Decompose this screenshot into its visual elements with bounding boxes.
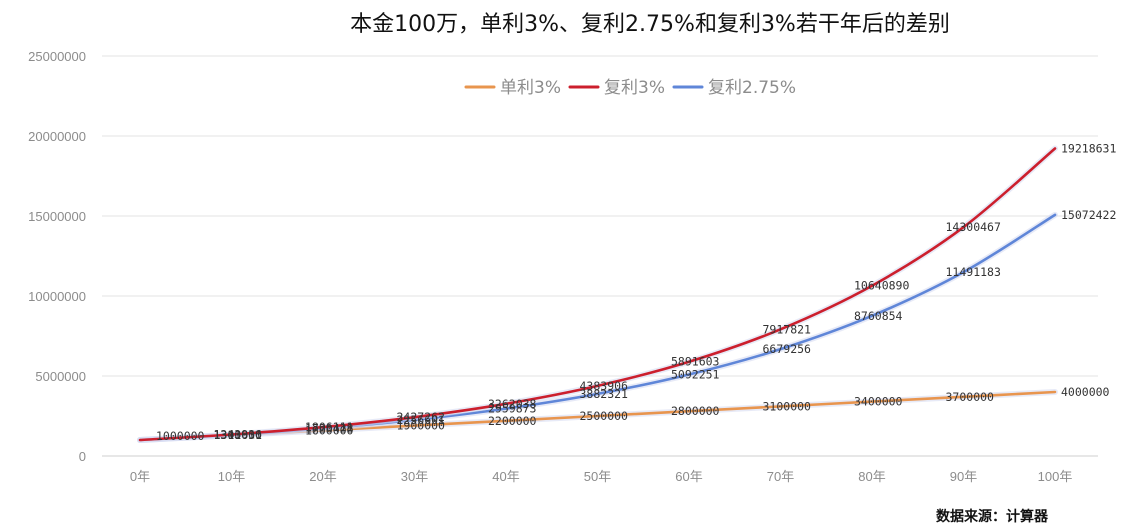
y-tick-label: 5000000 xyxy=(35,369,86,384)
data-label: 11491183 xyxy=(946,265,1001,279)
x-tick-label: 10年 xyxy=(218,469,245,484)
chart-title: 本金100万，单利3%、复利2.75%和复利3%若干年后的差别 xyxy=(350,12,950,37)
series-line-compound-3pct xyxy=(138,147,1057,442)
legend-label: 复利2.75% xyxy=(708,78,796,98)
legend-label: 单利3% xyxy=(500,78,561,98)
axes: 0500000010000000150000002000000025000000… xyxy=(28,49,1098,484)
data-label: 7917821 xyxy=(763,322,812,336)
data-label: 1311651 xyxy=(214,428,263,442)
data-label: 2256601 xyxy=(397,413,446,427)
gridlines xyxy=(102,55,1098,377)
data-label: 5092251 xyxy=(671,368,720,382)
data-label: 3882321 xyxy=(580,387,629,401)
y-tick-label: 25000000 xyxy=(28,49,86,64)
source-note: 数据来源：计算器 xyxy=(936,508,1049,525)
data-label: 19218631 xyxy=(1061,142,1116,156)
series-line-compound-2-75pct-shadow xyxy=(137,211,1058,443)
legend-item-compound-2-75pct: 复利2.75% xyxy=(672,78,796,98)
y-tick-label: 20000000 xyxy=(28,129,86,144)
y-tick-label: 0 xyxy=(79,449,86,464)
data-label: 10640890 xyxy=(854,279,909,293)
x-tick-label: 40年 xyxy=(492,469,519,484)
x-tick-label: 100年 xyxy=(1038,469,1073,484)
data-label: 3400000 xyxy=(854,395,903,409)
data-label: 1300000 xyxy=(214,428,263,442)
data-label: 1600000 xyxy=(305,423,354,437)
data-label: 2959873 xyxy=(488,402,537,416)
data-label: 4383906 xyxy=(580,379,629,393)
legend-item-compound-3pct: 复利3% xyxy=(568,78,665,98)
series-line-compound-2-75pct xyxy=(138,213,1057,442)
data-label: 3100000 xyxy=(763,399,812,413)
y-tick-label: 10000000 xyxy=(28,289,86,304)
data-label: 2800000 xyxy=(671,404,720,418)
data-label: 1900000 xyxy=(397,419,446,433)
legend-label: 复利3% xyxy=(604,78,665,98)
data-label: 2427262 xyxy=(397,410,445,424)
data-label: 1000000 xyxy=(156,429,205,443)
x-tick-label: 50年 xyxy=(584,469,611,484)
x-tick-label: 90年 xyxy=(950,469,977,484)
x-tick-label: 20年 xyxy=(309,469,336,484)
data-label: 5891603 xyxy=(671,355,720,369)
data-label: 8760854 xyxy=(854,309,903,323)
y-tick-label: 15000000 xyxy=(28,209,86,224)
data-label: 3700000 xyxy=(946,390,995,404)
data-label: 15072422 xyxy=(1061,208,1116,222)
data-label: 6679256 xyxy=(763,342,812,356)
data-label: 2500000 xyxy=(580,409,629,423)
data-label: 4000000 xyxy=(1061,385,1110,399)
x-tick-label: 30年 xyxy=(401,469,428,484)
data-label: 1720428 xyxy=(305,421,354,435)
legend-item-simple-3pct: 单利3% xyxy=(464,78,561,98)
data-label: 1806111 xyxy=(305,420,354,434)
data-label: 3262038 xyxy=(488,397,537,411)
x-tick-label: 70年 xyxy=(767,469,794,484)
data-label: 2200000 xyxy=(488,414,537,428)
data-label: 14300467 xyxy=(946,220,1001,234)
x-tick-label: 60年 xyxy=(675,469,702,484)
x-tick-label: 80年 xyxy=(858,469,885,484)
data-label: 1343916 xyxy=(214,427,263,441)
x-tick-label: 0年 xyxy=(130,469,150,484)
series-lines xyxy=(137,145,1058,443)
legend: 单利3% 复利3% 复利2.75% xyxy=(464,78,796,98)
